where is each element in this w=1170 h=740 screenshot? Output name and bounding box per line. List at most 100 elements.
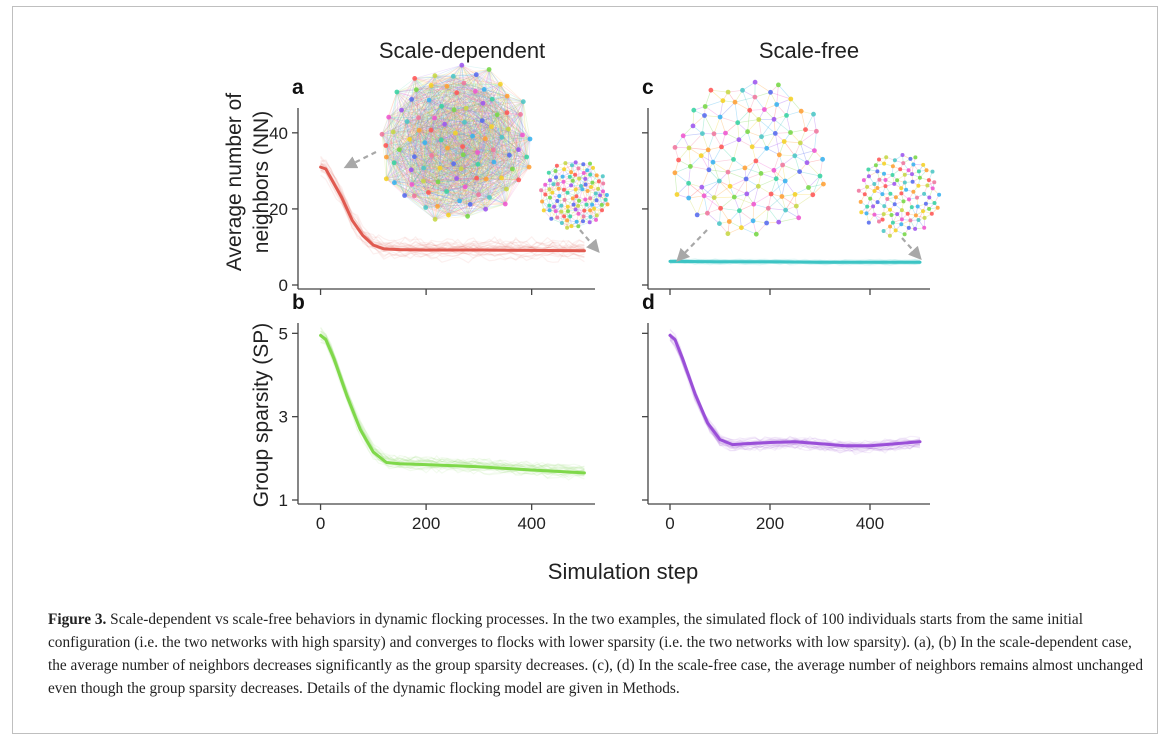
panel-a-trial-line: [320, 155, 585, 248]
panel-b: 1 3 5 0 200 400 b: [279, 291, 595, 533]
panel-a: 0 20 40 a: [269, 76, 595, 295]
column-title-scale-free: Scale-free: [759, 38, 859, 63]
panel-b-trial-line: [320, 338, 585, 477]
y-axis-label-nn-line1: Average number of: [223, 93, 246, 271]
panel-b-x-tick-label: 0: [316, 514, 325, 533]
panel-b-trial-line: [320, 330, 585, 471]
panel-b-y-tick-label: 3: [279, 408, 288, 427]
panel-b-trial-line: [320, 333, 585, 472]
panel-b-trial-line: [320, 334, 585, 472]
column-title-scale-dependent: Scale-dependent: [379, 38, 545, 63]
arrow-c-start: [676, 229, 708, 262]
panel-d-trial-line: [669, 339, 921, 453]
panel-b-y-tick-label: 1: [279, 491, 288, 510]
panel-a-trial-line: [320, 174, 585, 264]
panel-b-x-tick-label: 400: [517, 514, 545, 533]
panel-a-trial-line: [320, 163, 585, 250]
panel-label-b: b: [292, 291, 305, 314]
panel-b-trial-line: [320, 327, 585, 469]
panel-a-trial-line: [320, 161, 585, 251]
network-inset-c-high-sparsity: [672, 79, 826, 237]
panel-d-mean-line: [668, 333, 922, 448]
panel-b-trial-line: [320, 331, 585, 472]
panel-d-trial-line: [669, 339, 921, 451]
network-inset-a-low-sparsity: [539, 160, 610, 230]
figure-frame: [12, 6, 1158, 734]
panel-c-trial-line: [669, 258, 921, 263]
panel-a-trial-line: [320, 160, 585, 249]
panel-b-trial-line: [320, 333, 585, 472]
panel-b-trial-line: [320, 330, 585, 469]
arrow-a-end: [579, 229, 600, 254]
panel-b-trial-line: [320, 333, 585, 473]
panel-b-trial-line: [320, 334, 585, 474]
panel-b-trial-line: [320, 341, 585, 481]
figure-caption-label: Figure 3.: [48, 611, 107, 628]
panel-d: 0 200 400 d: [642, 291, 930, 533]
network-inset-a-high-sparsity: [379, 62, 533, 222]
panel-b-trial-line: [320, 336, 585, 476]
panel-c-mean-line: [668, 259, 922, 264]
panel-d-x-tick-label: 400: [856, 514, 884, 533]
panel-d-trial-line: [669, 337, 921, 450]
panel-a-trial-line: [320, 169, 585, 258]
panel-b-trial-line: [320, 338, 585, 477]
panel-a-mean-line: [319, 165, 586, 253]
panel-d-trial-line: [669, 335, 921, 450]
figure-caption-text: Scale-dependent vs scale-free behaviors …: [48, 611, 1143, 697]
y-axis-label-nn-line2: neighbors (NN): [250, 111, 273, 253]
panel-b-trial-line: [320, 332, 585, 472]
panel-a-trial-line: [320, 169, 585, 258]
panel-d-trial-line: [669, 337, 921, 452]
panel-d-trial-line: [669, 336, 921, 452]
figure-3-chart: Scale-dependent Scale-free Average numbe…: [223, 38, 942, 584]
panel-a-trial-line: [320, 163, 585, 250]
panel-d-trial-line: [669, 329, 921, 445]
panel-d-trial-line: [669, 338, 921, 456]
network-inset-c-low-sparsity: [856, 153, 942, 238]
panel-b-trial-line: [320, 341, 585, 480]
panel-a-trial-line: [320, 159, 585, 249]
panel-c-trial-line: [669, 261, 921, 267]
panel-b-trial-line: [320, 327, 585, 470]
arrow-c-end: [901, 237, 922, 260]
panel-d-trial-line: [669, 333, 921, 445]
panel-a-y-tick-label: 20: [269, 200, 288, 219]
x-axis-label: Simulation step: [548, 559, 698, 584]
panel-a-trial-line: [320, 157, 585, 249]
panel-d-trial-line: [669, 333, 921, 447]
panel-b-trial-line: [320, 336, 585, 476]
panel-b-x-tick-label: 200: [412, 514, 440, 533]
panel-d-trial-line: [669, 333, 921, 447]
panel-label-a: a: [292, 76, 304, 99]
panel-b-trial-line: [320, 332, 585, 470]
panel-d-trial-line: [669, 337, 921, 450]
panel-d-trial-line: [669, 333, 921, 446]
panel-b-trial-line: [320, 333, 585, 473]
panel-a-y-tick-label: 0: [279, 276, 288, 295]
panel-d-trial-line: [669, 336, 921, 452]
panel-b-trial-line: [320, 330, 585, 471]
panel-d-trial-line: [669, 338, 921, 452]
panel-d-trial-line: [669, 328, 921, 445]
y-axis-label-sp: Group sparsity (SP): [250, 323, 273, 507]
panel-d-x-tick-label: 200: [756, 514, 784, 533]
panel-a-y-tick-label: 40: [269, 124, 288, 143]
panel-c: c: [642, 76, 930, 295]
panel-b-trial-line: [320, 336, 585, 476]
panel-label-d: d: [642, 291, 655, 314]
panel-d-trial-line: [669, 333, 921, 446]
panel-d-trial-line: [669, 336, 921, 450]
panel-d-trial-line: [669, 338, 921, 450]
panel-d-x-tick-label: 0: [665, 514, 674, 533]
panel-b-trial-line: [320, 339, 585, 478]
panel-c-trial-line: [669, 258, 921, 262]
panel-b-y-tick-label: 5: [279, 324, 288, 343]
panel-b-mean-line: [319, 333, 586, 475]
panel-a-trial-line: [320, 169, 585, 260]
panel-d-trial-line: [669, 339, 921, 454]
panel-a-trial-line: [320, 171, 585, 261]
panel-label-c: c: [642, 76, 654, 99]
panel-d-trial-line: [669, 334, 921, 447]
arrow-a-start: [343, 151, 377, 169]
